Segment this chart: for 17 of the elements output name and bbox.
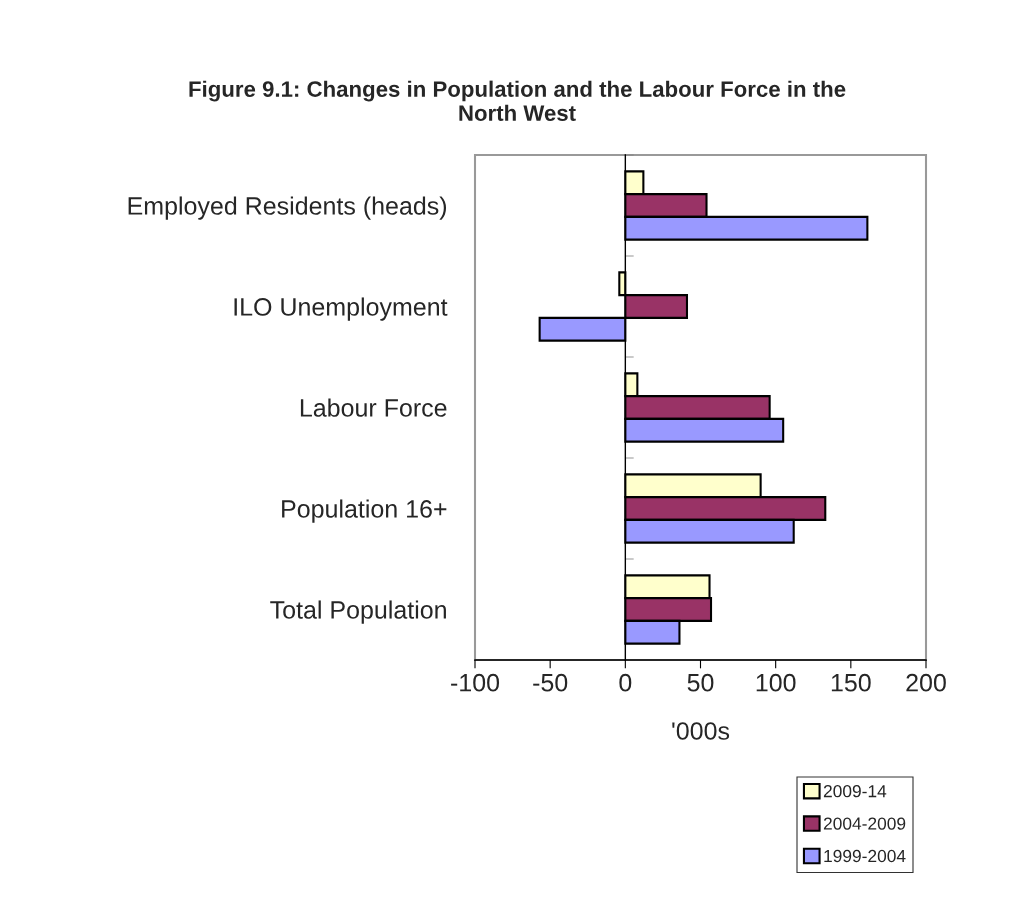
x-axis-title: '000s xyxy=(672,722,730,740)
x-tick-label: -50 xyxy=(533,673,568,692)
y-tick-label: Employed Residents (heads) xyxy=(128,196,447,220)
y-tick-label: Total Population xyxy=(270,600,446,624)
x-tick-label: 100 xyxy=(756,673,796,692)
y-tick-label: Labour Force xyxy=(300,398,447,417)
legend-label: 1999-2004 xyxy=(824,849,906,863)
legend-label: 2009-14 xyxy=(823,785,887,798)
legend-label: 2004-2009 xyxy=(823,817,906,830)
x-tick-label: 50 xyxy=(687,673,714,692)
x-tick-label: 200 xyxy=(906,673,946,692)
y-tick-label: ILO Unemployment xyxy=(234,297,448,321)
chart-title: Figure 9.1: Changes in Population and the Labour Force in the North West xyxy=(189,80,846,121)
y-tick-label: Population 16+ xyxy=(282,499,447,523)
x-tick-label: -100 xyxy=(451,673,500,692)
x-tick-label: 0 xyxy=(619,673,632,692)
x-tick-label: 150 xyxy=(831,673,871,692)
